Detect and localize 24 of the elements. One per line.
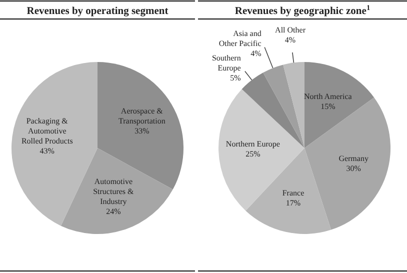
- data-label: 4%: [250, 48, 262, 58]
- chart-title: Revenues by operating segment: [26, 6, 169, 17]
- data-label: 15%: [320, 102, 336, 111]
- data-label: 5%: [230, 73, 242, 82]
- data-label: 30%: [346, 164, 362, 173]
- data-label: 17%: [286, 198, 301, 208]
- data-label: 25%: [246, 149, 261, 158]
- slice-label: Germany: [338, 154, 368, 163]
- slice-label: Southern Europe: [212, 53, 242, 72]
- data-label: 33%: [134, 126, 150, 136]
- slice-label: North America: [304, 92, 352, 101]
- pie-slice: [60, 148, 173, 234]
- data-label: 43%: [40, 146, 55, 156]
- chart-title: Revenues by geographic zone$^{1}$: [234, 2, 370, 17]
- slice-label: Aerospace & Transportation: [118, 106, 166, 126]
- slice-label: All Other: [275, 25, 306, 34]
- slice-label: Northern Europe: [226, 139, 280, 148]
- slice-label: France: [282, 188, 305, 198]
- slice-label: Asia and Other Pacific: [218, 28, 262, 48]
- data-label: 24%: [106, 206, 122, 216]
- slice-label: Packaging & Automotive Rolled Products: [21, 116, 73, 146]
- pie-slice: [218, 89, 304, 211]
- slice-label: Automotive Structures & Industry: [93, 176, 135, 206]
- data-label: 4%: [284, 35, 296, 44]
